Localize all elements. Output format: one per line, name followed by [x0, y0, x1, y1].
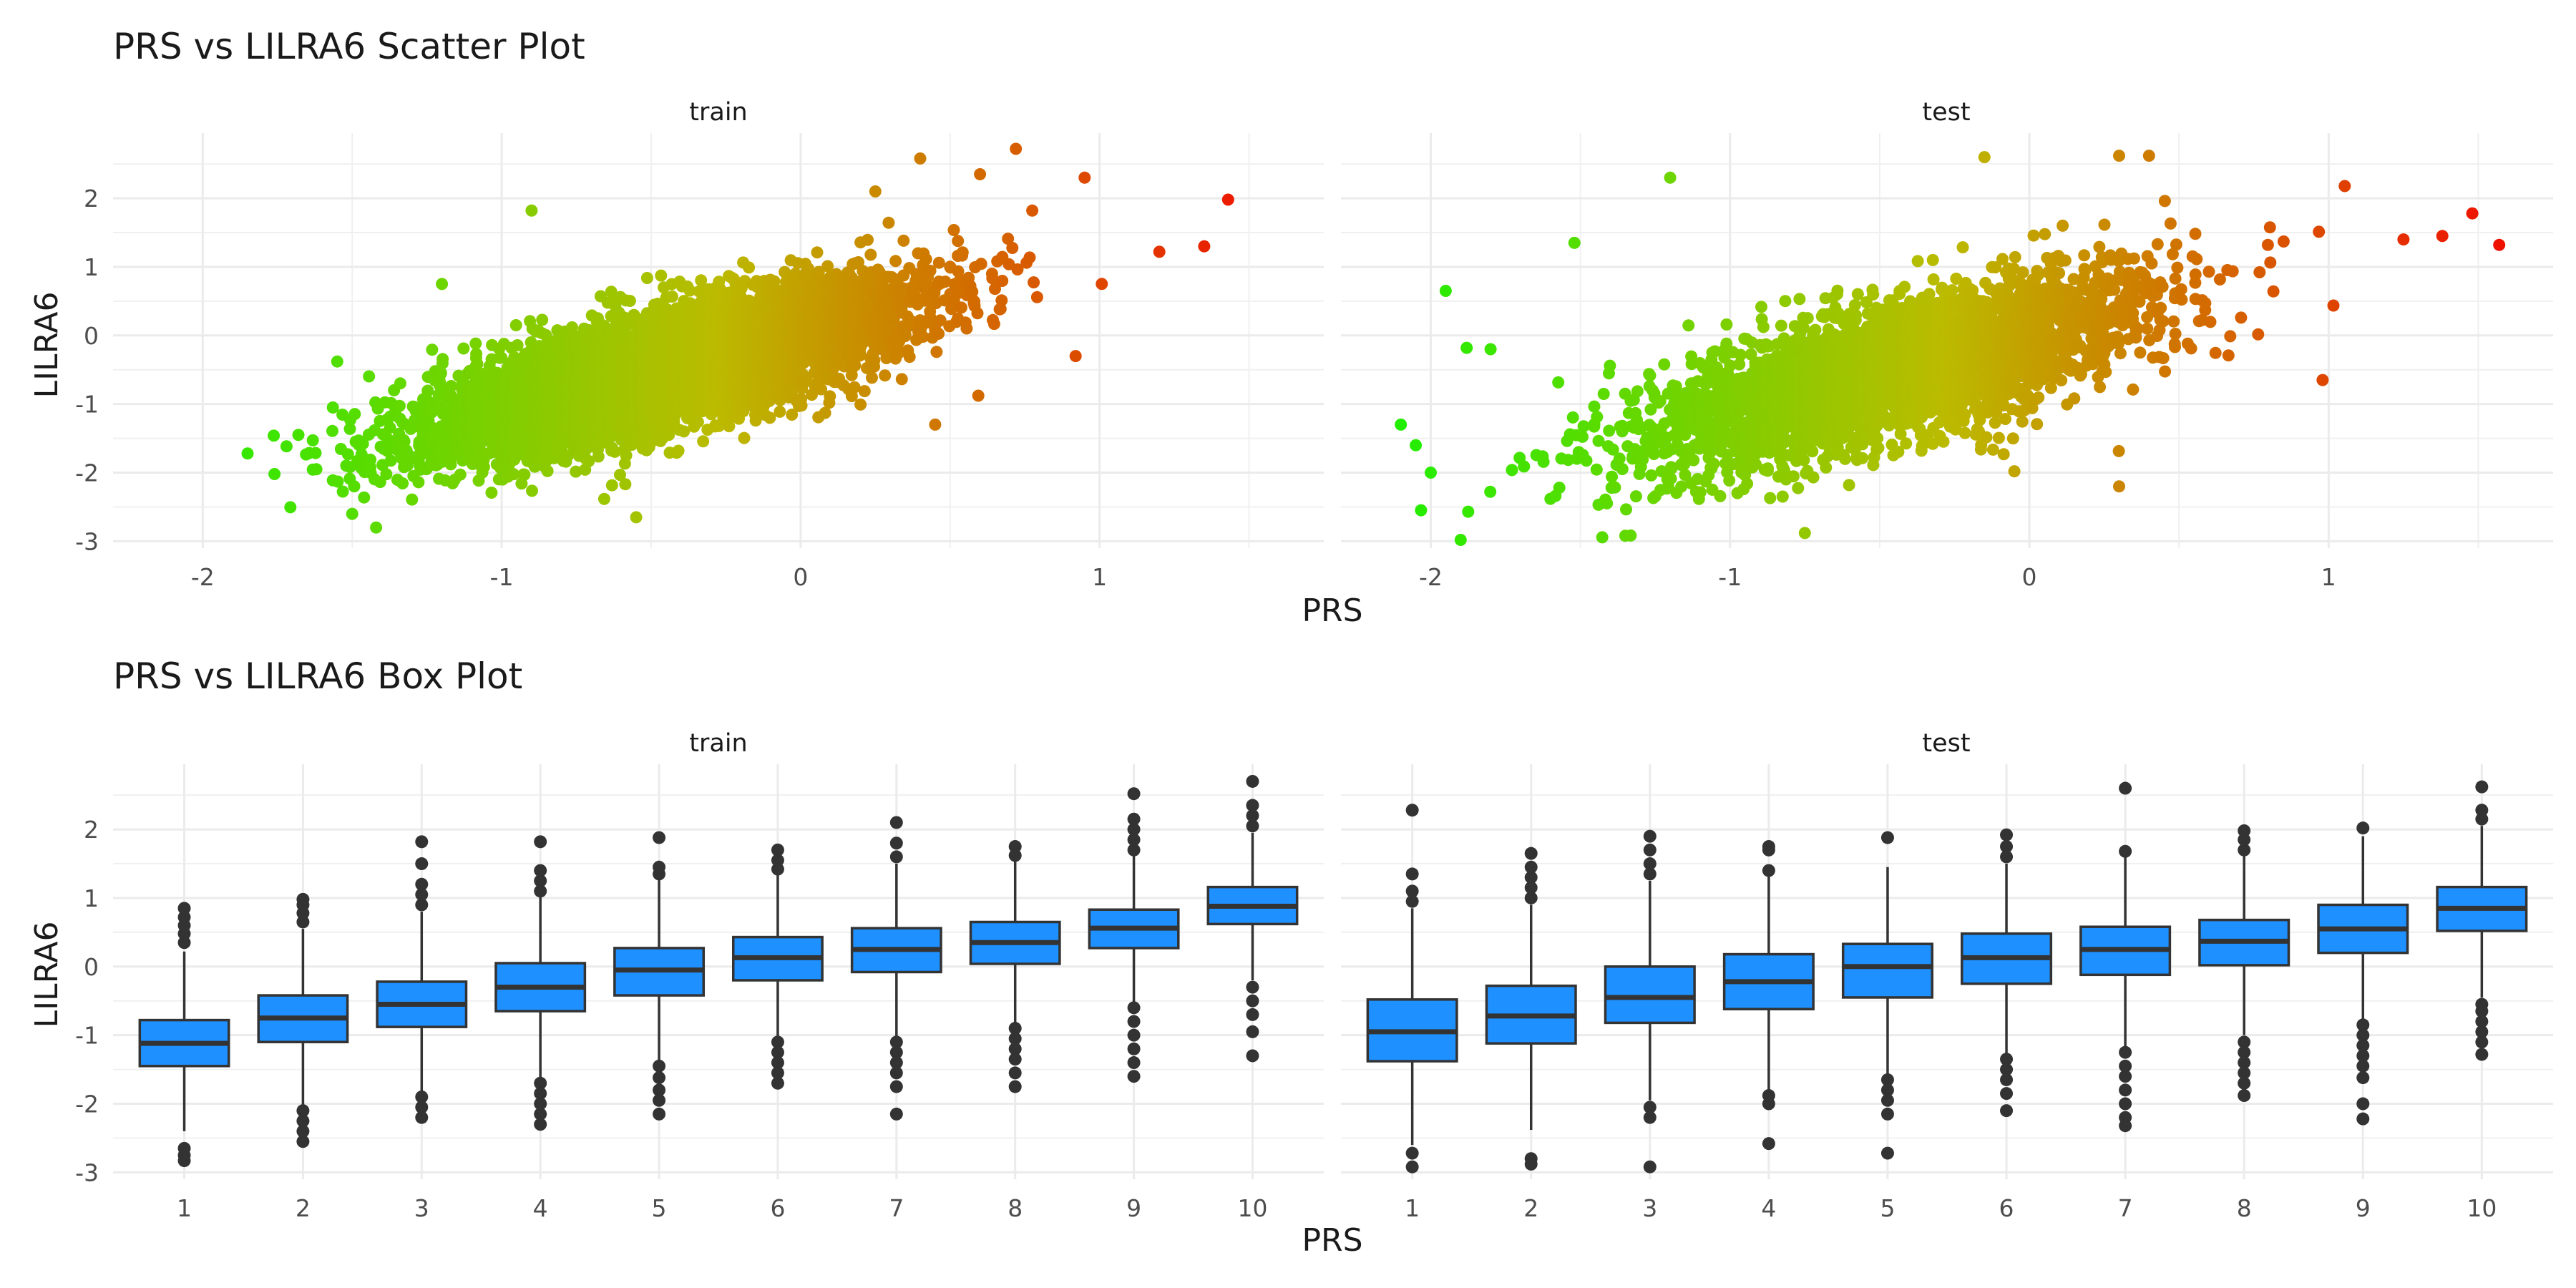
scatter-point: [672, 444, 685, 457]
scatter-point: [384, 421, 396, 434]
scatter-point: [619, 478, 632, 491]
scatter-train-y-tick-label: 0: [84, 322, 99, 350]
scatter-point: [331, 475, 344, 488]
scatter-train-x-tick-label: -1: [490, 563, 514, 591]
scatter-point: [697, 435, 710, 448]
scatter-point: [541, 464, 554, 477]
scatter-point: [630, 511, 643, 524]
scatter-title: PRS vs LILRA6 Scatter Plot: [113, 26, 585, 67]
scatter-point: [454, 468, 467, 481]
scatter-point: [469, 337, 482, 350]
scatter-point: [518, 468, 531, 481]
scatter-point: [434, 376, 447, 389]
scatter-point: [284, 501, 297, 514]
scatter-facet-test-label: test: [1922, 98, 1970, 127]
scatter-point: [570, 465, 582, 478]
scatter-point: [426, 343, 439, 356]
scatter-point: [738, 431, 751, 444]
scatter-point: [655, 269, 668, 282]
scatter-point: [280, 440, 293, 453]
scatter-train-x-tick-label: 0: [793, 563, 808, 591]
scatter-point: [640, 272, 653, 284]
scatter-train-x-tick-label: -2: [191, 563, 215, 591]
scatter-point: [336, 485, 349, 498]
scatter-train-y-tick-label: 2: [84, 185, 99, 213]
scatter-point: [268, 468, 281, 480]
scatter-train-y-tick-label: -3: [75, 527, 99, 555]
scatter-point: [623, 295, 636, 307]
scatter-train-y-tick-label: -1: [75, 391, 99, 419]
scatter-point: [436, 353, 449, 366]
scatter-point: [525, 204, 538, 217]
scatter-point: [620, 449, 633, 462]
scatter-point: [485, 487, 498, 499]
scatter-point: [507, 468, 520, 481]
scatter-facet-train-label: train: [689, 98, 747, 127]
scatter-point: [310, 463, 323, 476]
scatter-point: [592, 450, 605, 463]
scatter-point: [421, 384, 434, 397]
scatter-train-x-tick-label: 1: [1092, 563, 1107, 591]
scatter-point: [384, 435, 396, 448]
scatter-point: [582, 455, 595, 467]
scatter-point: [268, 429, 280, 442]
scatter-point: [363, 370, 376, 383]
scatter-point: [326, 424, 338, 437]
scatter-point: [309, 447, 322, 459]
scatter-point: [398, 435, 411, 448]
scatter-point: [605, 479, 618, 492]
scatter-point: [241, 447, 254, 460]
scatter-point: [526, 484, 538, 497]
scatter-point: [471, 358, 484, 371]
scatter-point: [358, 491, 371, 504]
scatter-point: [394, 377, 406, 390]
scatter-point: [370, 521, 383, 534]
scatter-point: [406, 493, 419, 506]
scatter-train-points: [241, 142, 1234, 534]
scatter-point: [597, 492, 610, 505]
scatter-point: [364, 454, 377, 466]
scatter-point: [381, 444, 394, 457]
scatter-point: [326, 401, 339, 414]
scatter-point: [346, 507, 358, 520]
scatter-point: [396, 477, 409, 489]
scatter-point: [393, 399, 406, 412]
scatter-point: [380, 468, 393, 481]
scatter-point: [356, 437, 369, 450]
scatter-point: [457, 342, 470, 355]
scatter-panel-train: -3 -2 -1 0 1 2 -2 -1 0 1: [75, 133, 1324, 591]
scatter-point: [292, 429, 305, 441]
scatter-point: [306, 434, 319, 447]
scatter-point: [665, 291, 678, 303]
scatter-point: [445, 380, 457, 392]
scatter-point: [605, 286, 618, 298]
scatter-point: [434, 367, 447, 379]
scatter-point: [341, 448, 354, 461]
scatter-point: [509, 319, 522, 331]
scatter-point: [470, 348, 483, 361]
scatter-point: [331, 355, 343, 368]
scatter-point: [348, 480, 361, 493]
scatter-point: [384, 454, 397, 467]
scatter-point: [343, 422, 356, 435]
scatter-point: [511, 339, 524, 351]
scatter-point: [412, 476, 425, 489]
scatter-train-y-tick-label: -2: [75, 459, 99, 487]
scatter-point: [348, 408, 361, 421]
scatter-point: [536, 313, 549, 326]
scatter-point: [691, 416, 704, 429]
scatter-train-y-tick-label: 1: [84, 253, 99, 281]
scatter-point: [477, 461, 490, 473]
scatter-point: [436, 278, 449, 291]
